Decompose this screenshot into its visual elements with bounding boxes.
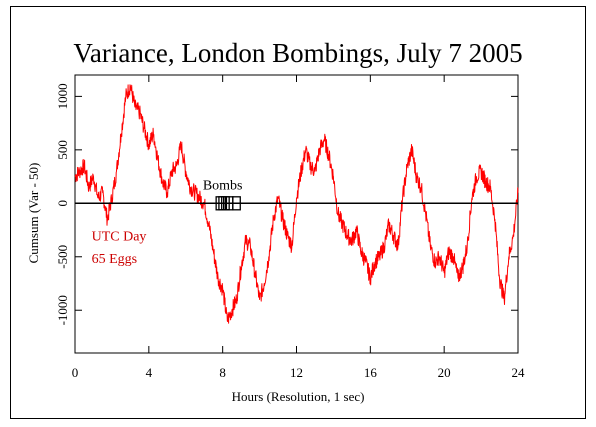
series-layer <box>74 84 519 324</box>
x-tick-label: 0 <box>72 365 79 380</box>
y-axis-label: Cumsum (Var - 50) <box>26 163 41 264</box>
bombs-annotation: Bombs <box>203 178 243 193</box>
y-tick-label: -1000 <box>55 295 70 325</box>
x-tick-label: 24 <box>512 365 526 380</box>
utc-day-annotation: UTC Day <box>92 230 147 245</box>
axis-ticks: 0 4 8 12 16 20 24 -1000 -500 0 500 1000 <box>55 75 525 380</box>
eggs-annotation: 65 Eggs <box>92 252 138 267</box>
outer-frame <box>10 6 586 419</box>
x-tick-label: 20 <box>438 365 451 380</box>
y-tick-label: 500 <box>55 140 70 160</box>
x-axis-label: Hours (Resolution, 1 sec) <box>232 389 365 404</box>
x-tick-label: 12 <box>290 365 303 380</box>
series-line <box>74 84 519 324</box>
y-tick-label: 1000 <box>55 83 70 109</box>
chart-title: Variance, London Bombings, July 7 2005 <box>73 38 522 68</box>
y-tick-label: 0 <box>55 200 70 207</box>
x-tick-label: 8 <box>219 365 226 380</box>
bomb-marker <box>232 196 241 211</box>
x-tick-label: 16 <box>364 365 378 380</box>
bomb-markers <box>215 196 241 211</box>
x-tick-label: 4 <box>146 365 153 380</box>
y-tick-label: -500 <box>55 245 70 269</box>
